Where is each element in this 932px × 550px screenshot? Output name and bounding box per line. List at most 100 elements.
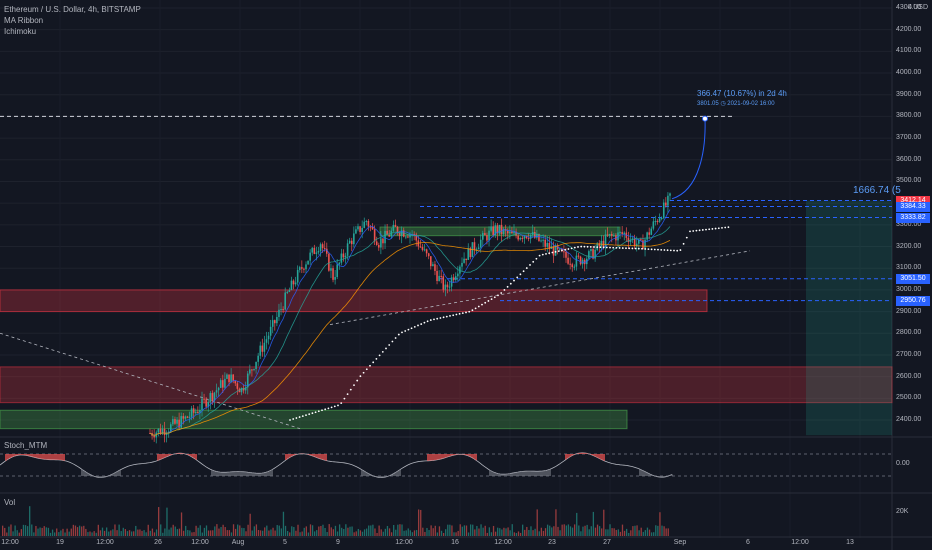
indicator-dot <box>621 247 624 249</box>
candle-body <box>205 399 207 407</box>
indicator-dot <box>618 247 621 249</box>
time-tick: 27 <box>603 539 611 546</box>
candle-body <box>284 292 286 310</box>
volume-bar <box>178 528 181 536</box>
volume-bar <box>646 527 649 536</box>
volume-bar <box>230 532 233 536</box>
indicator-ichimoku[interactable]: Ichimoku <box>4 27 37 36</box>
volume-bar <box>409 530 411 536</box>
volume-bar <box>653 532 655 536</box>
candle-body <box>558 248 561 250</box>
volume-bar <box>149 530 151 536</box>
candle-body <box>249 369 251 374</box>
volume-label[interactable]: Vol <box>4 498 16 507</box>
indicator-dot <box>317 410 320 413</box>
candle-body <box>419 246 422 248</box>
volume-bar <box>438 526 441 536</box>
volume-bar <box>268 530 270 536</box>
indicator-dot <box>628 247 631 250</box>
volume-bar <box>81 526 83 536</box>
currency-label[interactable]: USD <box>913 4 928 11</box>
time-tick: 12:00 <box>191 539 209 546</box>
alert-count[interactable]: 4 <box>908 4 912 11</box>
indicator-dot <box>660 248 663 251</box>
price-badge: 3384.33 <box>896 201 930 212</box>
volume-bar <box>133 531 135 536</box>
indicator-dot <box>500 292 503 294</box>
volume-bar <box>128 530 131 536</box>
time-tick: 16 <box>451 539 459 546</box>
volume-bar <box>397 524 399 536</box>
indicator-dot <box>631 247 634 250</box>
volume-bar <box>249 513 251 536</box>
volume-bar <box>10 524 12 536</box>
indicator-dot <box>637 247 640 250</box>
volume-bar <box>2 525 4 536</box>
volume-bar <box>305 526 307 536</box>
candle-body <box>386 230 388 235</box>
volume-bar <box>657 525 659 536</box>
volume-bar <box>415 530 418 536</box>
candle-body <box>573 266 576 268</box>
volume-bar <box>621 524 624 536</box>
indicator-dot <box>311 412 314 415</box>
volume-bar <box>180 512 183 536</box>
volume-bar <box>6 532 8 536</box>
indicator-dot <box>484 301 487 304</box>
volume-bar <box>259 530 262 536</box>
indicator-dot <box>497 294 499 297</box>
volume-bar <box>536 509 538 536</box>
volume-bar <box>301 531 303 536</box>
volume-bar <box>393 524 395 536</box>
volume-bar <box>237 524 239 536</box>
candle-body <box>182 416 185 419</box>
volume-bar <box>172 524 174 536</box>
candle-body <box>246 373 249 388</box>
volume-bar <box>33 532 35 536</box>
indicator-dot <box>381 351 384 353</box>
price-badge: 2950.76 <box>896 295 930 306</box>
indicator-dot <box>404 330 407 332</box>
volume-bar <box>341 527 343 536</box>
candle-body <box>359 226 361 232</box>
volume-bar <box>467 532 470 536</box>
candle-body <box>648 232 650 235</box>
candle-body <box>346 243 349 256</box>
volume-bar <box>478 528 480 536</box>
volume-bar <box>72 524 75 536</box>
candle-body <box>278 309 280 318</box>
candle-body <box>627 237 630 242</box>
indicator-ma-ribbon[interactable]: MA Ribbon <box>4 16 44 25</box>
indicator-dot <box>436 317 439 320</box>
volume-bar <box>291 526 293 536</box>
indicator-dot <box>708 228 711 231</box>
candle-body <box>446 284 449 288</box>
price-tick: 3500.00 <box>896 177 922 185</box>
candle-body <box>332 268 334 280</box>
candle-body <box>413 234 415 236</box>
volume-bar <box>630 530 632 536</box>
volume-bar <box>522 524 524 536</box>
candle-body <box>444 284 447 290</box>
candle-body <box>350 240 353 245</box>
volume-bar <box>18 532 20 536</box>
volume-bar <box>563 524 565 536</box>
volume-bar <box>376 532 378 536</box>
volume-bar <box>511 524 513 536</box>
volume-bar <box>31 524 33 536</box>
indicator-dot <box>596 246 599 249</box>
volume-bar <box>39 527 41 536</box>
candle-body <box>579 256 582 265</box>
volume-bar <box>640 527 642 536</box>
indicator-dot <box>711 228 714 230</box>
candle-body <box>186 416 189 418</box>
symbol-title[interactable]: Ethereum / U.S. Dollar, 4h, BITSTAMP <box>4 5 141 14</box>
candle-body <box>434 264 436 271</box>
volume-bar <box>210 530 212 536</box>
time-tick: Aug <box>231 539 245 546</box>
oscillator-label[interactable]: Stoch_MTM <box>4 441 48 450</box>
indicator-dot <box>506 285 509 288</box>
candle-body <box>538 233 540 241</box>
indicator-dot <box>301 415 304 418</box>
